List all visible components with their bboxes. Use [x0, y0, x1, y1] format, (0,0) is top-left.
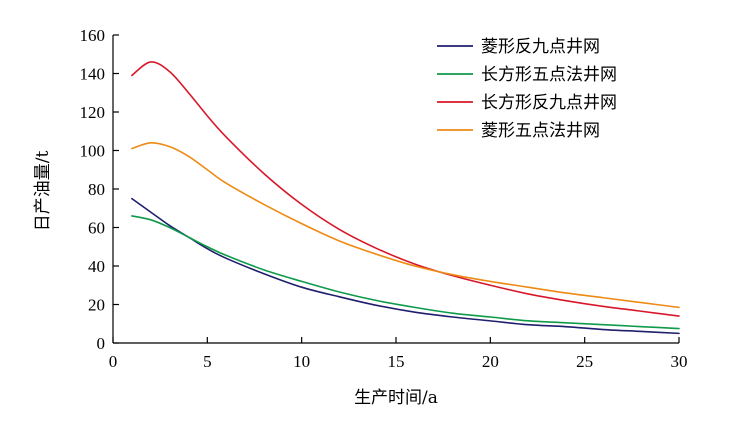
y-tick-label: 120 — [80, 103, 106, 122]
y-tick-label: 0 — [97, 334, 106, 353]
x-axis-title: 生产时间/a — [354, 388, 438, 408]
y-tick-label: 160 — [80, 26, 106, 45]
series-line-1 — [131, 197, 680, 335]
x-tick-label: 20 — [482, 352, 499, 371]
x-tick-label: 5 — [203, 352, 212, 371]
y-axis-title: 日产油量/t — [33, 151, 53, 232]
legend-label-2: 长方形五点法井网 — [481, 65, 617, 85]
y-tick-label: 140 — [80, 65, 106, 84]
series-layer — [131, 61, 680, 335]
axes: 0 5 10 15 20 25 30 0 20 40 60 80 100 120 140 160 — [80, 26, 688, 371]
legend-label-1: 菱形反九点井网 — [481, 37, 600, 57]
y-tick-label: 20 — [88, 296, 105, 315]
y-tick-label: 40 — [88, 257, 105, 276]
x-tick-label: 30 — [671, 352, 688, 371]
x-tick-label: 15 — [388, 352, 405, 371]
x-tick-label: 0 — [109, 352, 118, 371]
x-tick-label: 10 — [293, 352, 310, 371]
legend-label-4: 菱形五点法井网 — [481, 121, 600, 141]
series-line-3 — [131, 61, 680, 317]
series-line-2 — [131, 215, 680, 330]
y-tick-label: 80 — [88, 180, 105, 199]
legend-label-3: 长方形反九点井网 — [481, 93, 617, 113]
x-tick-label: 25 — [576, 352, 593, 371]
series-line-4 — [131, 141, 680, 309]
y-tick-label: 60 — [88, 219, 105, 238]
y-tick-label: 100 — [80, 142, 106, 161]
